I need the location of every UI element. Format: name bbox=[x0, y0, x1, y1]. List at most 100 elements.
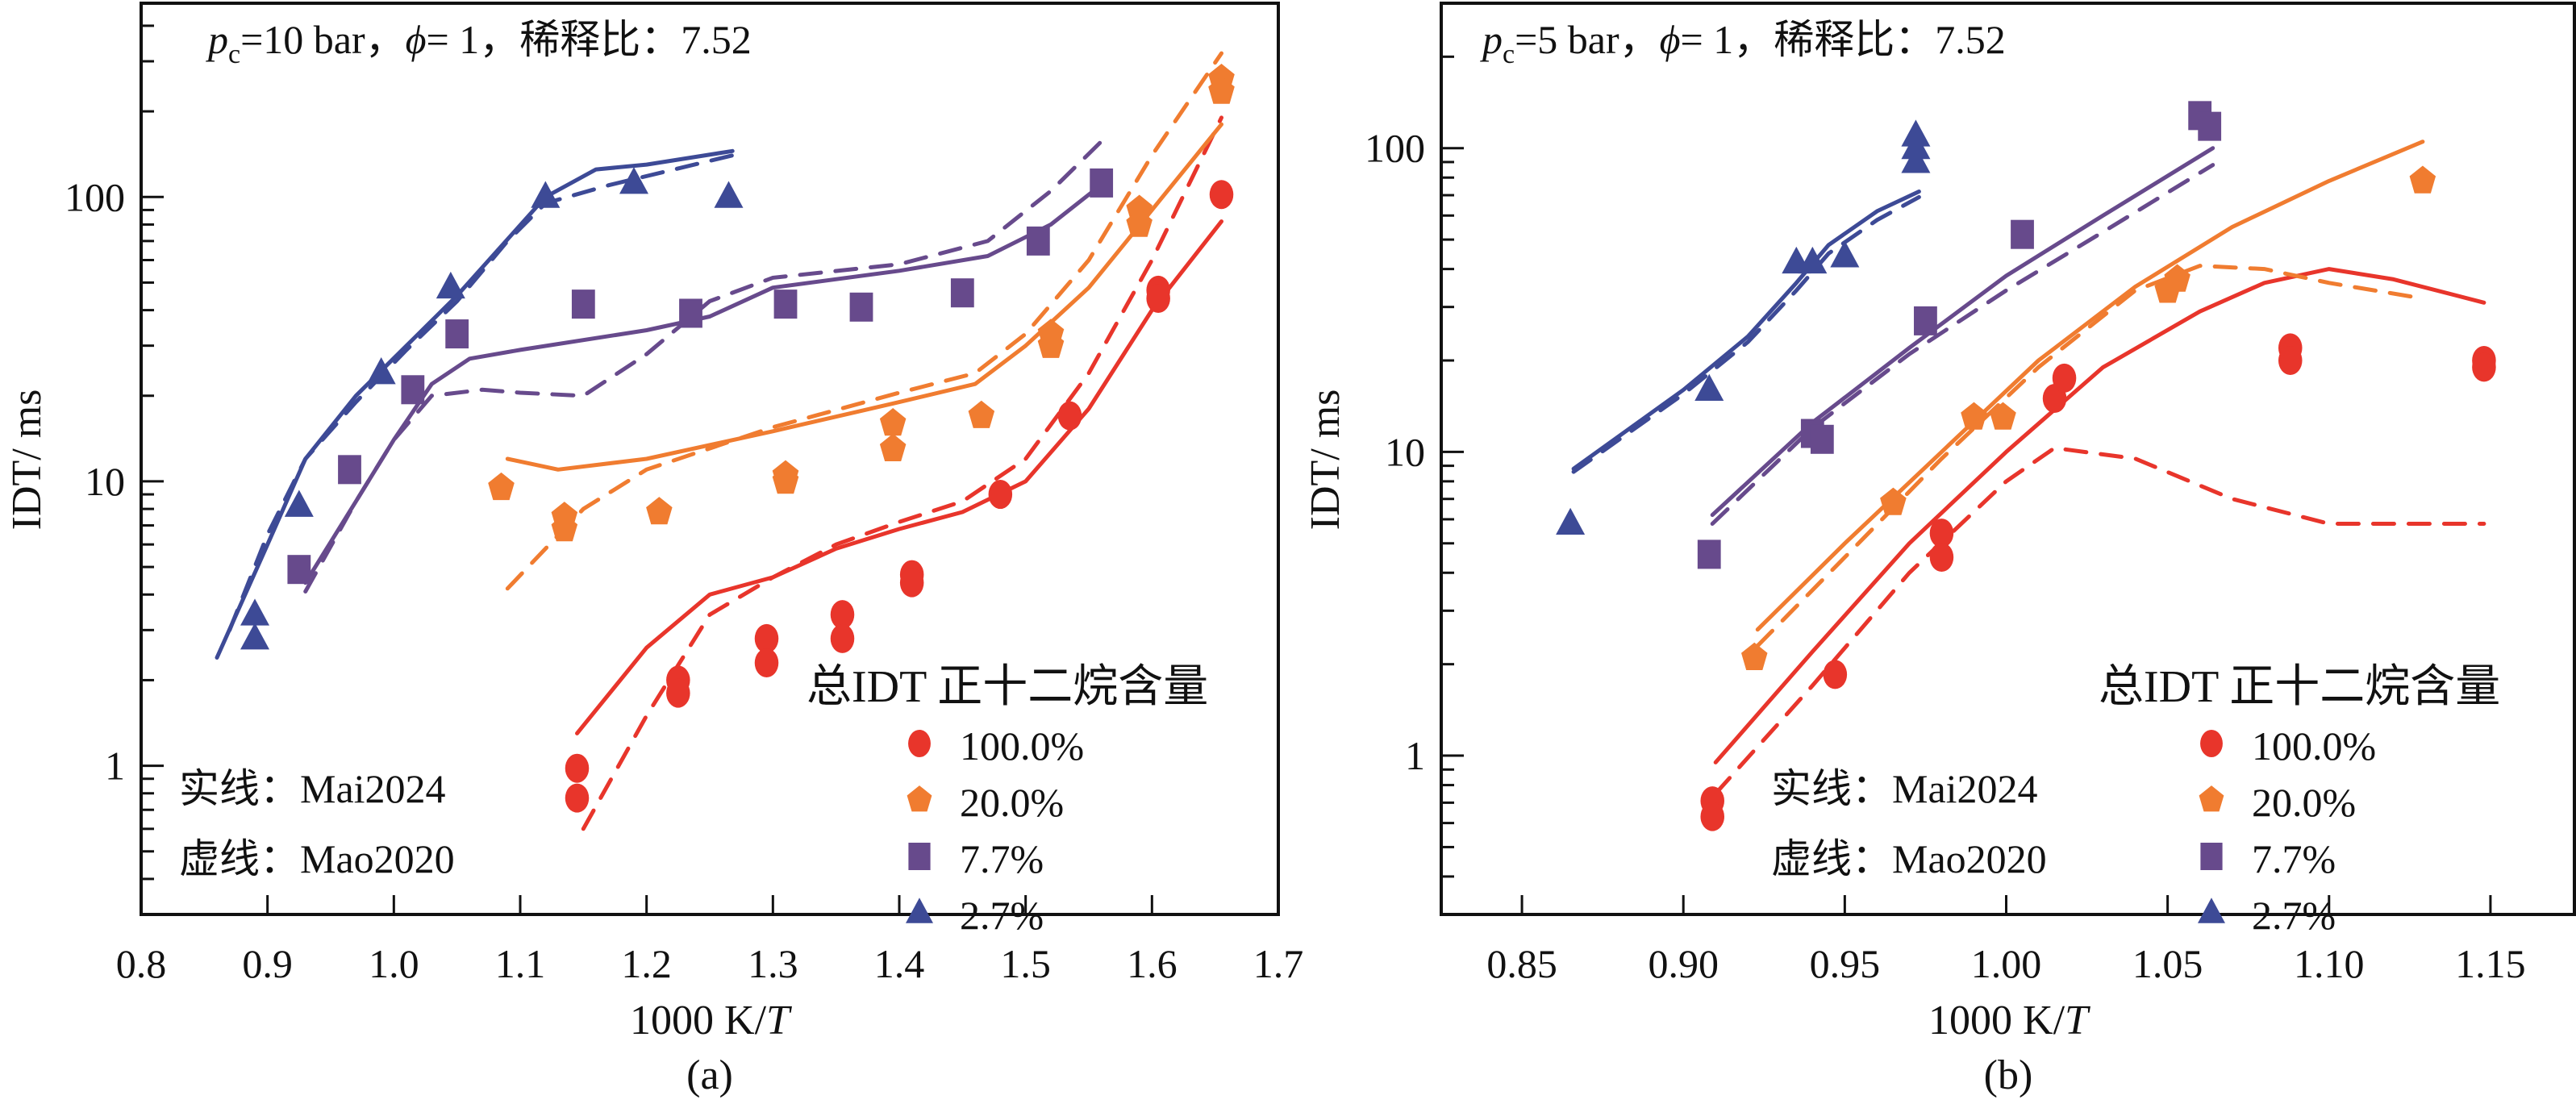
x-tick-label: 0.8 bbox=[116, 941, 167, 986]
data-point-circle bbox=[1146, 283, 1170, 313]
data-point-pentagon bbox=[1990, 402, 2016, 430]
data-point-circle bbox=[1209, 180, 1234, 210]
panel-b-ticks: 0.85 0.90 0.95 1.00 1.05 1.10 1.15 1 10 100 bbox=[1365, 2, 2526, 986]
dashed-line-2.7% bbox=[227, 153, 735, 632]
legend-label: 20.0% bbox=[2252, 780, 2356, 825]
data-point-pentagon bbox=[1126, 209, 1153, 237]
data-point-pentagon bbox=[968, 400, 995, 428]
data-point-triangle bbox=[1556, 507, 1586, 535]
data-point-pentagon bbox=[1880, 487, 1907, 515]
title-phi: ϕ bbox=[1660, 17, 1681, 62]
legend-label: 2.7% bbox=[960, 893, 1044, 938]
legend-marker-square bbox=[2200, 843, 2223, 870]
panel-a-caption: (a) bbox=[686, 1052, 733, 1098]
x-tick-label: 1.6 bbox=[1127, 941, 1178, 986]
x-tick-label: 0.85 bbox=[1486, 941, 1557, 986]
panel-a-points bbox=[240, 64, 1235, 813]
xlabel-pre: 1000 K/ bbox=[1928, 998, 2065, 1043]
panel-a-lines bbox=[215, 51, 1223, 831]
data-point-circle bbox=[2278, 345, 2303, 375]
title-sub: c bbox=[1503, 40, 1515, 69]
legend-marker-circle bbox=[2200, 730, 2223, 757]
xlabel-T: T bbox=[2065, 998, 2090, 1043]
data-point-circle bbox=[754, 648, 779, 678]
panel-b-xlabel: 1000 K/T bbox=[1928, 998, 2090, 1043]
data-point-square bbox=[2011, 219, 2034, 249]
annotation-dashed: 虚线：Mao2020 bbox=[1771, 836, 2047, 881]
data-point-triangle bbox=[240, 623, 269, 650]
x-tick-label: 0.90 bbox=[1648, 941, 1719, 986]
data-point-circle bbox=[830, 600, 855, 630]
dashed-line-20.0% bbox=[505, 51, 1223, 591]
legend-marker-pentagon bbox=[907, 785, 932, 812]
x-tick-label: 1.05 bbox=[2132, 941, 2203, 986]
legend-label: 7.7% bbox=[2252, 836, 2336, 881]
data-point-square bbox=[950, 278, 974, 308]
dashed-line-20.0% bbox=[1755, 264, 2425, 648]
xlabel-pre: 1000 K/ bbox=[630, 998, 767, 1043]
title-rest1: =10 bar， bbox=[240, 17, 406, 62]
data-point-pentagon bbox=[879, 408, 907, 436]
data-point-pentagon bbox=[1208, 76, 1235, 104]
data-point-pentagon bbox=[646, 497, 673, 525]
data-point-square bbox=[1697, 539, 1721, 569]
y-tick-label: 100 bbox=[65, 174, 125, 219]
y-tick-label: 10 bbox=[85, 459, 125, 504]
data-point-circle bbox=[1929, 543, 1954, 573]
y-tick-label: 100 bbox=[1365, 126, 1425, 171]
x-tick-label: 1.00 bbox=[1971, 941, 2042, 986]
dashed-line-100.0% bbox=[581, 115, 1223, 831]
legend-marker-square bbox=[908, 843, 931, 870]
panel-a-frame bbox=[140, 2, 1280, 916]
panel-a-ylabel: IDT/ ms bbox=[4, 389, 50, 531]
data-point-triangle bbox=[714, 181, 744, 208]
dashed-line-7.7% bbox=[303, 133, 1110, 594]
data-point-square bbox=[1810, 424, 1834, 454]
panel-b: 0.85 0.90 0.95 1.00 1.05 1.10 1.15 1 10 100 pc=5 … bbox=[1303, 2, 2576, 1098]
panel-b-caption: (b) bbox=[1984, 1052, 2033, 1098]
title-rest2: = 1，稀释比：7.52 bbox=[427, 17, 752, 62]
title-phi: ϕ bbox=[406, 17, 427, 62]
data-point-triangle bbox=[366, 357, 396, 385]
dashed-line-100.0% bbox=[1713, 445, 2486, 796]
data-point-square bbox=[679, 298, 702, 328]
data-point-pentagon bbox=[551, 514, 578, 542]
title-rest1: =5 bar， bbox=[1515, 17, 1660, 62]
panel-b-title: pc=5 bar，ϕ= 1，稀释比：7.52 bbox=[1480, 17, 2006, 69]
data-point-triangle bbox=[436, 271, 465, 299]
title-p: p bbox=[206, 17, 228, 62]
data-point-square bbox=[401, 375, 425, 405]
x-tick-label: 1.5 bbox=[1000, 941, 1051, 986]
legend-label: 100.0% bbox=[960, 723, 1084, 769]
x-tick-label: 1.2 bbox=[621, 941, 672, 986]
data-point-circle bbox=[565, 753, 590, 783]
solid-line-2.7% bbox=[215, 148, 735, 660]
panel-b-frame bbox=[1440, 2, 2576, 916]
panel-a-legend: 总IDT 正十二烷含量 100.0% 20.0% 7.7% 2.7% bbox=[807, 662, 1208, 938]
data-point-triangle bbox=[531, 181, 561, 208]
data-point-square bbox=[2198, 111, 2222, 141]
data-point-circle bbox=[754, 623, 779, 653]
data-point-square bbox=[287, 555, 311, 585]
legend-marker-triangle bbox=[2198, 898, 2225, 923]
solid-line-20.0% bbox=[1755, 140, 2425, 632]
data-point-triangle bbox=[1694, 373, 1724, 401]
panel-b-points bbox=[1556, 101, 2496, 831]
data-point-circle bbox=[1057, 401, 1082, 431]
title-sub: c bbox=[228, 40, 240, 69]
panel-b-lines bbox=[1571, 140, 2486, 796]
x-tick-label: 0.95 bbox=[1810, 941, 1881, 986]
data-point-square bbox=[849, 292, 873, 322]
data-point-circle bbox=[988, 480, 1013, 510]
panel-a-ticks: 0.8 0.9 1.0 1.1 1.2 1.3 1.4 1.5 1.6 1.7 1 10 100 bbox=[65, 24, 1304, 986]
y-tick-label: 1 bbox=[1405, 733, 1425, 778]
solid-line-20.0% bbox=[505, 122, 1223, 472]
annotation-solid: 实线：Mai2024 bbox=[1771, 766, 2038, 811]
data-point-circle bbox=[1823, 660, 1848, 689]
x-tick-label: 1.0 bbox=[369, 941, 419, 986]
annotation-dashed: 虚线：Mao2020 bbox=[179, 836, 455, 881]
data-point-square bbox=[571, 289, 595, 319]
xlabel-T: T bbox=[766, 998, 792, 1043]
x-tick-label: 1.7 bbox=[1253, 941, 1304, 986]
data-point-triangle bbox=[240, 598, 269, 626]
